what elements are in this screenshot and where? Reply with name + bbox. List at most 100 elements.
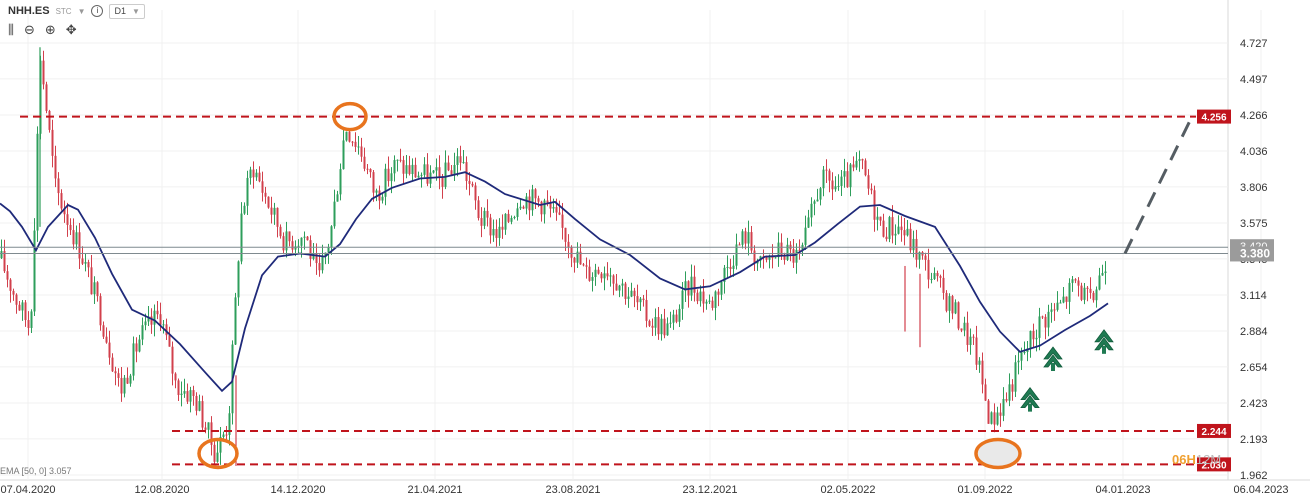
candle-body: [867, 175, 870, 189]
candle-body: [198, 401, 201, 411]
candle-body: [984, 384, 987, 401]
level-tag-label: 4.256: [1201, 113, 1226, 124]
candle-body: [1041, 316, 1044, 318]
candle-body: [705, 301, 708, 304]
chevron-down-icon[interactable]: ▼: [77, 6, 86, 16]
candle-body: [1035, 337, 1038, 340]
candles-icon[interactable]: ⫼: [8, 22, 14, 37]
x-tick-label: 02.05.2022: [820, 484, 875, 496]
candle-body: [246, 177, 249, 206]
candle-body: [1032, 330, 1035, 340]
candle-body: [1071, 279, 1074, 283]
candle-body: [252, 169, 255, 178]
candle-body: [93, 282, 96, 295]
candle-body: [1044, 316, 1047, 328]
candle-body: [510, 217, 513, 222]
candle-body: [111, 357, 114, 372]
candle-body: [582, 264, 585, 266]
candle-body: [240, 213, 243, 262]
candle-body: [711, 300, 714, 308]
level-tag-label: 2.244: [1201, 427, 1226, 438]
x-tick-label: 23.12.2021: [682, 484, 737, 496]
candle-body: [225, 434, 228, 436]
candle-body: [435, 167, 438, 171]
candle-body: [531, 189, 534, 211]
candle-body: [810, 203, 813, 218]
candle-body: [744, 231, 747, 244]
candle-body: [1080, 285, 1083, 300]
candle-body: [291, 241, 294, 250]
candle-body: [843, 171, 846, 177]
candle-body: [159, 314, 162, 325]
candle-body: [537, 198, 540, 202]
candle-body: [18, 304, 21, 311]
candle-body: [261, 181, 264, 193]
candle-body: [426, 164, 429, 184]
candle-body: [651, 325, 654, 328]
candle-body: [702, 291, 705, 304]
candle-body: [180, 393, 183, 396]
candle-body: [786, 244, 789, 260]
timer-minutes: 12M: [1195, 452, 1222, 467]
candle-body: [930, 278, 933, 280]
x-tick-label: 12.08.2020: [134, 484, 189, 496]
crosshair-icon[interactable]: ✥: [65, 22, 77, 37]
candle-body: [1101, 273, 1104, 276]
candle-body: [279, 226, 282, 237]
candle-body: [396, 159, 399, 161]
candle-body: [282, 236, 285, 251]
candle-body: [393, 160, 396, 174]
candle-body: [813, 201, 816, 204]
candle-body: [966, 322, 969, 345]
x-tick-label: 06.04.2023: [1233, 484, 1288, 496]
candle-body: [189, 390, 192, 402]
candle-body: [489, 217, 492, 236]
candle-body: [102, 325, 105, 337]
candle-body: [321, 256, 324, 271]
candle-body: [474, 185, 477, 201]
candle-body: [591, 277, 594, 281]
candle-body: [708, 300, 711, 302]
candle-body: [672, 314, 675, 323]
candle-body: [399, 159, 402, 161]
candle-body: [1065, 296, 1068, 302]
candle-body: [30, 311, 33, 328]
candle-body: [1005, 399, 1008, 401]
candle-body: [999, 412, 1002, 416]
up-arrow-icon: [1094, 329, 1114, 354]
candle-body: [1008, 384, 1011, 401]
candle-body: [45, 84, 48, 111]
info-icon[interactable]: i: [91, 5, 104, 17]
candle-body: [870, 188, 873, 191]
candle-body: [0, 251, 3, 259]
candle-body: [51, 129, 54, 156]
y-tick-label: 2.884: [1240, 326, 1268, 338]
candle-body: [501, 226, 504, 230]
current-price-tag: [1230, 246, 1274, 262]
up-arrow-chevron: [1020, 386, 1040, 401]
candle-body: [153, 310, 156, 325]
y-tick-label: 2.654: [1240, 362, 1268, 374]
candle-body: [126, 377, 129, 384]
candle-body: [654, 317, 657, 328]
candle-body: [174, 373, 177, 381]
candle-body: [837, 185, 840, 187]
zoom-in-icon[interactable]: ⊕: [44, 22, 56, 37]
highlight-ellipse: [332, 101, 368, 132]
timeframe-select[interactable]: D1 ▼: [109, 3, 145, 19]
candle-body: [288, 231, 291, 242]
ema-legend[interactable]: EMA [50, 0] 3.057: [0, 466, 72, 476]
zoom-out-icon[interactable]: ⊖: [23, 22, 35, 37]
candle-body: [849, 164, 852, 188]
candle-body: [948, 296, 951, 311]
y-tick-label: 3.806: [1240, 182, 1268, 194]
level-tag-label: 2.030: [1201, 460, 1226, 471]
candle-body: [438, 167, 441, 178]
candle-body: [480, 218, 483, 226]
candle-body: [783, 254, 786, 260]
symbol-label[interactable]: NHH.ES: [8, 5, 50, 17]
candle-body: [576, 251, 579, 263]
candle-body: [84, 262, 87, 264]
